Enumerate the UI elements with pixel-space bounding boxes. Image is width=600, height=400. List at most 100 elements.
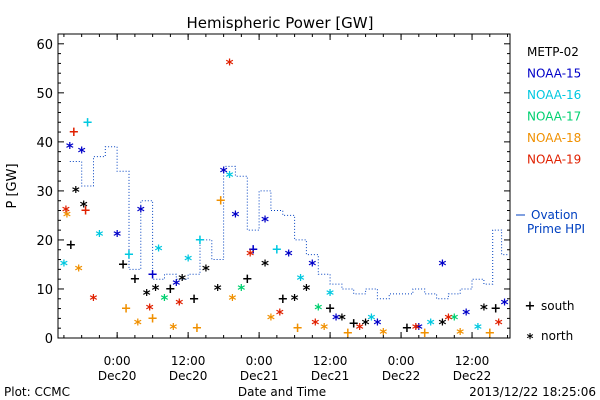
y-tick-label: 20 — [36, 234, 53, 249]
point-noaa-17-north: * — [314, 301, 322, 319]
x-tick-date-label: Dec21 — [240, 369, 279, 383]
ovation-legend-label-line1: Ovation — [531, 208, 578, 222]
point-noaa-15-north: * — [415, 320, 423, 338]
data-points: +**++* * +*+**+*+ **+* + * + ** +* ***+***+**** * *… — [60, 55, 509, 343]
point-metp-02-south: + — [165, 282, 176, 297]
point-metp-02-north: * — [338, 310, 346, 328]
point-metp-02-south: + — [129, 272, 140, 287]
point-metp-02-north: * — [480, 301, 488, 319]
symbol-legend-south-label: south — [541, 299, 575, 313]
point-noaa-18-north: * — [456, 325, 464, 343]
point-metp-02-south: + — [242, 272, 253, 287]
point-noaa-19-north: * — [226, 55, 234, 73]
legend-noaa-17: NOAA-17 — [527, 110, 581, 124]
point-noaa-18-north: * — [379, 325, 387, 343]
point-metp-02-south: + — [65, 238, 76, 253]
point-noaa-19-north: * — [90, 291, 98, 309]
point-metp-02-south: + — [189, 292, 200, 307]
point-noaa-18-south: + — [292, 321, 303, 336]
y-axis-label: P [GW] — [5, 163, 20, 208]
legend: METP-02 NOAA-15 NOAA-16 NOAA-17 NOAA-18 NOAA-… — [527, 45, 581, 167]
point-noaa-16-south: + — [195, 233, 206, 248]
point-noaa-19-north: * — [311, 315, 319, 333]
y-tick-label: 30 — [36, 185, 53, 200]
point-noaa-15-north: * — [232, 207, 240, 225]
plot-frame — [57, 33, 511, 339]
x-tick-time-label: 12:00 — [171, 354, 206, 368]
point-metp-02-north: * — [143, 286, 151, 304]
y-axis: 0 10 20 30 40 50 60 — [36, 38, 510, 347]
legend-noaa-19: NOAA-19 — [527, 153, 581, 167]
point-noaa-16-north: * — [368, 310, 376, 328]
point-noaa-18-north: * — [267, 310, 275, 328]
point-noaa-18-south: + — [419, 326, 430, 341]
chart-title: Hemispheric Power [GW] — [187, 14, 374, 32]
point-noaa-18-north: * — [134, 315, 142, 333]
point-metp-02-north: * — [152, 281, 160, 299]
point-noaa-15-north: * — [66, 139, 74, 157]
point-noaa-18-north: * — [75, 261, 83, 279]
point-noaa-19-north: * — [175, 296, 183, 314]
point-noaa-19-north: * — [412, 320, 420, 338]
ovation-legend: Ovation Prime HPI — [516, 208, 585, 236]
symbol-legend: + south * north — [525, 299, 575, 347]
legend-noaa-15: NOAA-15 — [527, 67, 581, 81]
point-noaa-19-north: * — [276, 305, 284, 323]
point-metp-02-south: + — [348, 316, 359, 331]
point-noaa-18-south: + — [484, 326, 495, 341]
point-noaa-15-north: * — [220, 163, 228, 181]
legend-noaa-16: NOAA-16 — [527, 88, 581, 102]
point-noaa-18-north: * — [169, 320, 177, 338]
point-noaa-18-south: + — [147, 311, 158, 326]
x-axis-label: Date and Time — [238, 385, 326, 399]
point-metp-02-north: * — [178, 271, 186, 289]
point-noaa-18-north: * — [229, 291, 237, 309]
point-metp-02-north: * — [202, 261, 210, 279]
point-noaa-19-north: * — [146, 301, 154, 319]
y-tick-label: 60 — [36, 38, 53, 53]
point-noaa-18-south: + — [192, 321, 203, 336]
legend-metp-02: METP-02 — [527, 45, 579, 59]
x-tick-date-label: Dec22 — [453, 369, 492, 383]
x-axis: 0:00Dec2012:00Dec200:00Dec2112:00Dec210:… — [63, 34, 509, 383]
x-tick-time-label: 0:00 — [104, 354, 131, 368]
legend-noaa-18: NOAA-18 — [527, 131, 581, 145]
point-noaa-15-north: * — [332, 310, 340, 328]
point-metp-02-south: + — [490, 302, 501, 317]
y-tick-label: 10 — [36, 283, 53, 298]
point-noaa-15-north: * — [285, 247, 293, 265]
point-noaa-18-south: + — [121, 302, 132, 317]
point-noaa-15-north: * — [501, 296, 509, 314]
point-noaa-16-north: * — [184, 252, 192, 270]
point-noaa-16-north: * — [60, 256, 68, 274]
x-tick-time-label: 12:00 — [313, 354, 348, 368]
point-noaa-16-north: * — [326, 286, 334, 304]
ovation-prime-hpi-line — [69, 146, 508, 300]
point-metp-02-north: * — [72, 183, 80, 201]
point-noaa-15-north: * — [113, 227, 121, 245]
point-noaa-15-north: * — [373, 315, 381, 333]
point-noaa-16-south: + — [82, 115, 93, 130]
y-tick-label: 40 — [36, 136, 53, 151]
symbol-legend-north-label: north — [541, 329, 573, 343]
point-noaa-15-north: * — [439, 256, 447, 274]
x-tick-date-label: Dec21 — [311, 369, 350, 383]
point-metp-02-north: * — [439, 315, 447, 333]
point-noaa-19-north: * — [246, 247, 254, 265]
point-noaa-17-north: * — [237, 281, 245, 299]
point-noaa-19-north: * — [444, 310, 452, 328]
point-noaa-15-north: * — [78, 144, 86, 162]
point-noaa-18-north: * — [63, 207, 71, 225]
x-tick-date-label: Dec20 — [169, 369, 208, 383]
point-noaa-15-south: + — [147, 267, 158, 282]
point-noaa-19-north: * — [495, 315, 503, 333]
point-noaa-19-north: * — [356, 320, 364, 338]
point-noaa-18-south: + — [342, 326, 353, 341]
point-noaa-16-north: * — [297, 271, 305, 289]
x-tick-time-label: 0:00 — [388, 354, 415, 368]
point-noaa-16-south: + — [124, 248, 135, 263]
ovation-legend-label-line2: Prime HPI — [527, 222, 585, 236]
symbol-legend-north-marker: * — [527, 332, 534, 347]
point-noaa-16-north: * — [226, 168, 234, 186]
